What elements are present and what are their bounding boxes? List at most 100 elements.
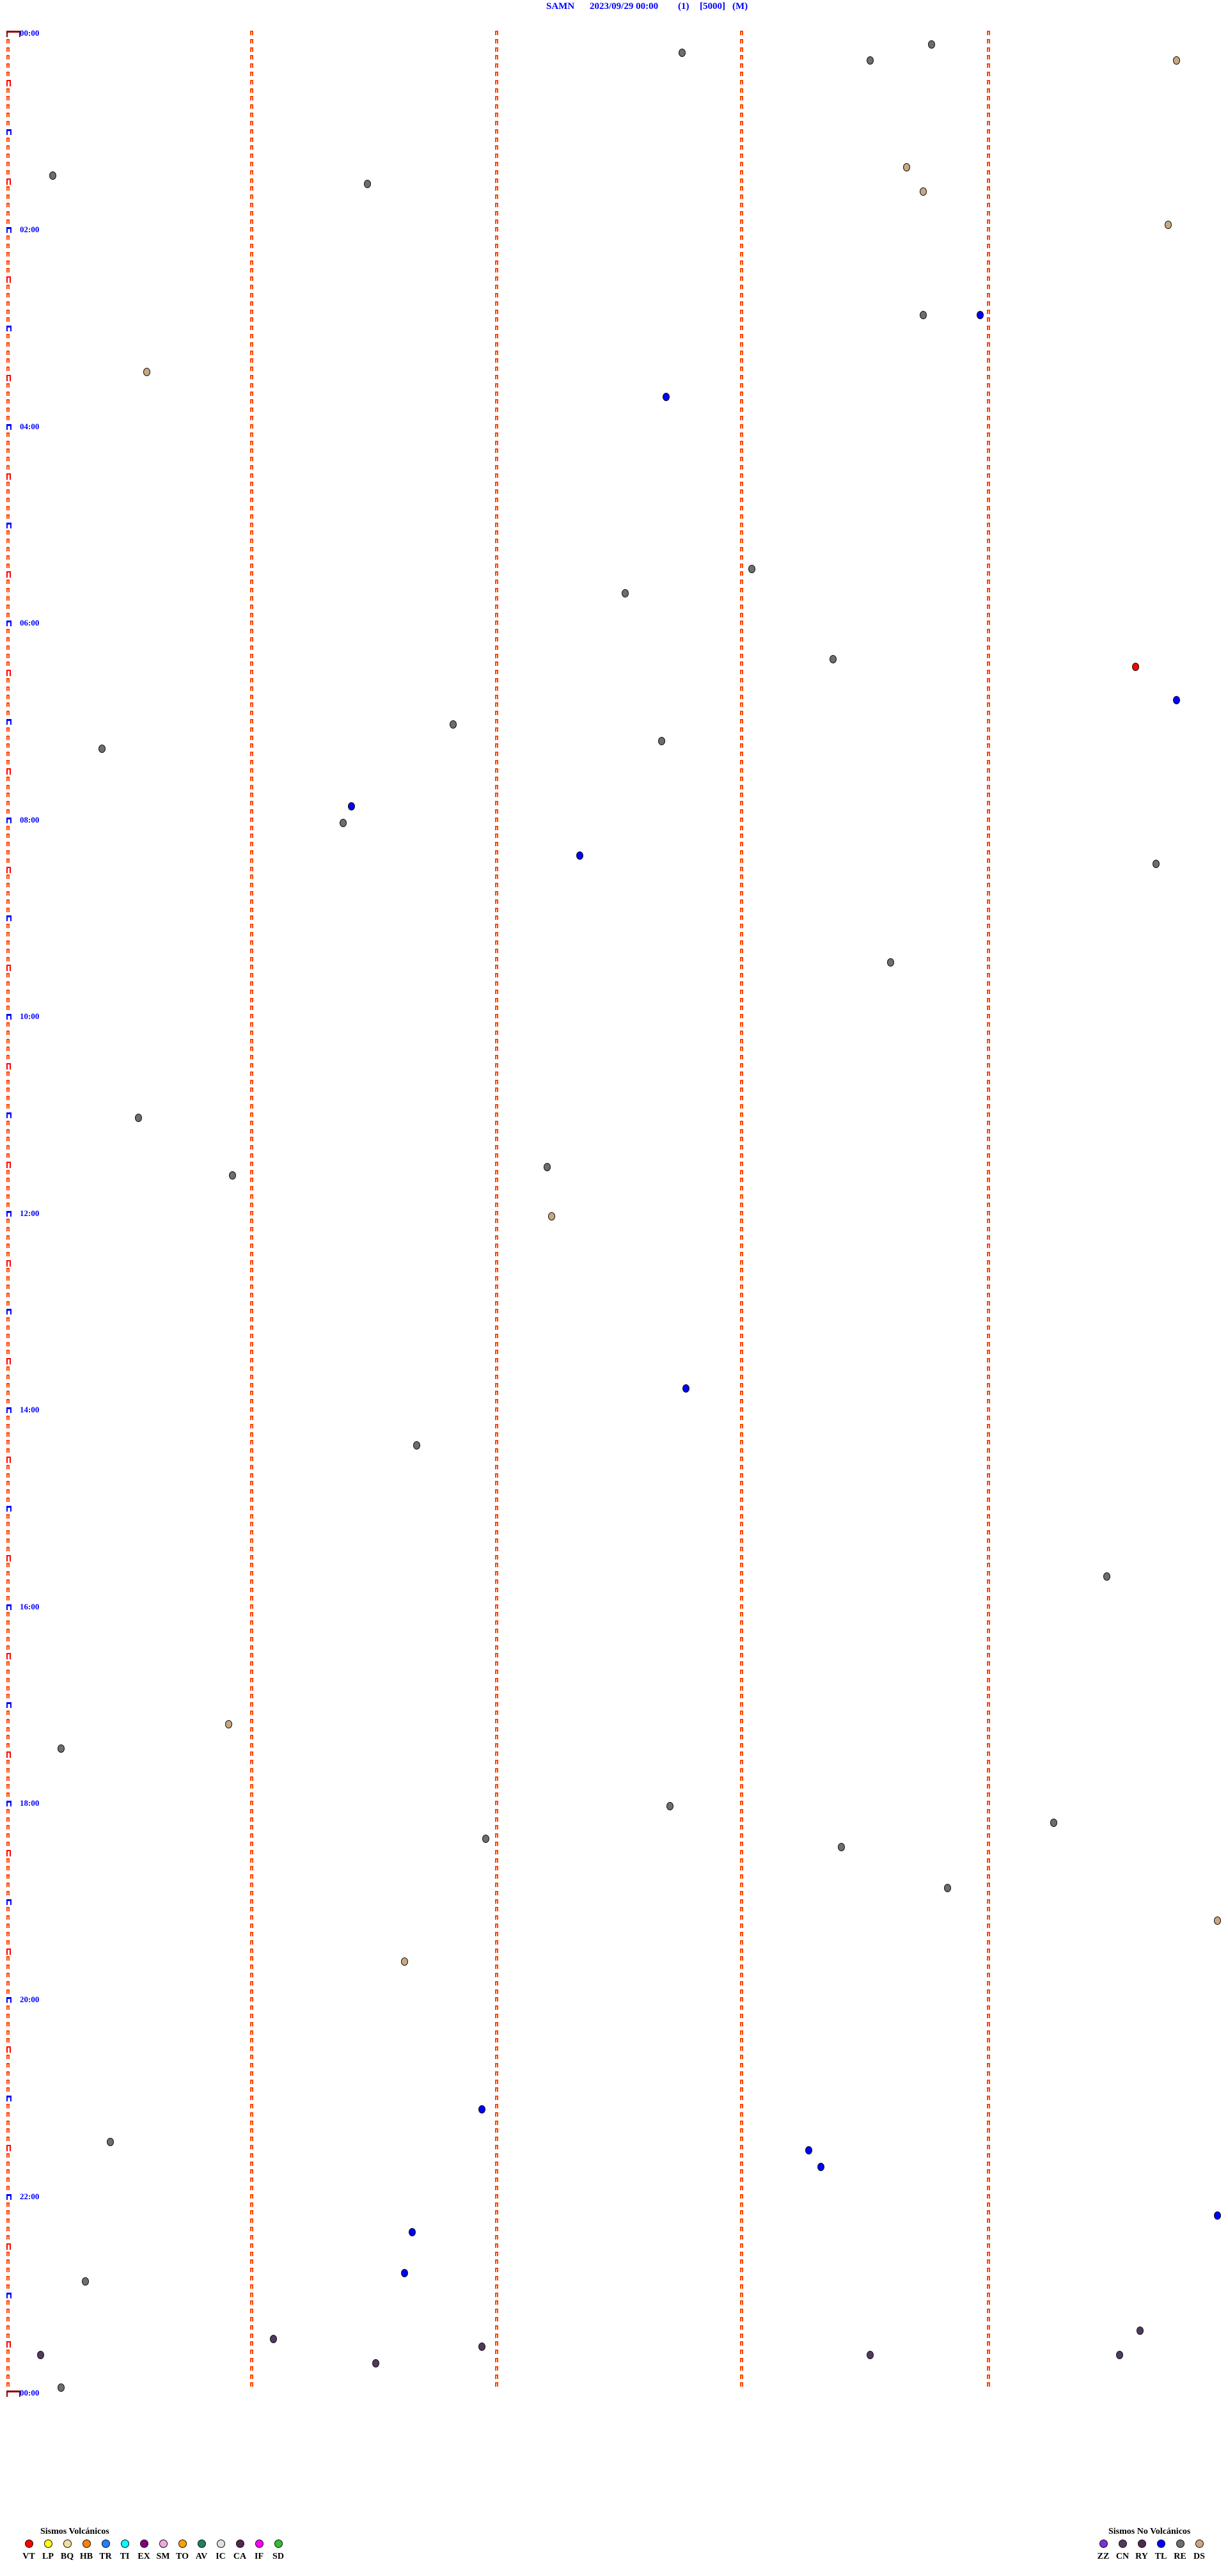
time-tick bbox=[6, 719, 12, 725]
time-tick bbox=[987, 1432, 990, 1437]
time-tick bbox=[987, 2087, 990, 2092]
time-tick bbox=[495, 1817, 498, 1822]
time-tick bbox=[250, 1317, 253, 1322]
time-tick bbox=[740, 137, 743, 142]
time-tick bbox=[987, 1563, 990, 1568]
time-tick bbox=[6, 1006, 10, 1011]
time-tick bbox=[495, 965, 498, 970]
time-tick bbox=[987, 809, 990, 814]
time-tick bbox=[740, 1489, 743, 1494]
time-tick bbox=[6, 1522, 10, 1527]
time-tick bbox=[740, 457, 743, 462]
time-tick bbox=[250, 612, 253, 617]
event-marker-cn bbox=[372, 2359, 379, 2368]
time-tick bbox=[250, 2112, 253, 2117]
time-tick bbox=[495, 1014, 498, 1019]
time-tick bbox=[250, 629, 253, 634]
time-tick bbox=[740, 1505, 743, 1510]
time-tick bbox=[250, 2062, 253, 2067]
time-tick bbox=[6, 1677, 10, 1682]
time-tick bbox=[740, 981, 743, 986]
time-tick bbox=[6, 2284, 10, 2289]
time-tick bbox=[495, 2316, 498, 2321]
time-tick bbox=[987, 776, 990, 781]
time-tick bbox=[250, 2300, 253, 2305]
time-tick bbox=[6, 407, 10, 413]
time-tick bbox=[6, 489, 10, 494]
time-tick bbox=[740, 219, 743, 224]
time-tick bbox=[250, 842, 253, 847]
time-tick bbox=[495, 2234, 498, 2240]
time-tick bbox=[987, 481, 990, 486]
time-tick bbox=[6, 1153, 10, 1158]
time-tick bbox=[987, 1940, 990, 1945]
time-tick bbox=[250, 367, 253, 372]
event-marker-re bbox=[135, 1113, 143, 1122]
time-tick bbox=[6, 1227, 10, 1232]
time-tick bbox=[740, 1055, 743, 1060]
time-tick bbox=[495, 326, 498, 331]
time-tick bbox=[740, 1530, 743, 1535]
time-tick bbox=[987, 2128, 990, 2133]
time-tick bbox=[740, 423, 743, 429]
time-tick bbox=[495, 1505, 498, 1510]
time-tick bbox=[250, 2316, 253, 2321]
time-tick bbox=[740, 2071, 743, 2076]
time-tick bbox=[250, 317, 253, 322]
time-tick bbox=[987, 1251, 990, 1256]
time-tick bbox=[987, 866, 990, 871]
time-tick bbox=[495, 793, 498, 798]
time-tick bbox=[987, 2251, 990, 2256]
time-tick bbox=[6, 612, 10, 617]
time-tick bbox=[740, 2218, 743, 2224]
time-tick bbox=[987, 2341, 990, 2346]
time-tick bbox=[987, 55, 990, 60]
time-tick bbox=[987, 2021, 990, 2027]
time-tick bbox=[740, 645, 743, 650]
time-tick bbox=[987, 1784, 990, 1789]
time-tick bbox=[250, 2120, 253, 2125]
time-tick bbox=[987, 309, 990, 314]
time-tick bbox=[987, 1169, 990, 1174]
time-tick bbox=[495, 1907, 498, 1912]
time-tick bbox=[740, 850, 743, 855]
time-tick bbox=[987, 989, 990, 994]
event-marker-re bbox=[364, 179, 372, 188]
time-tick bbox=[740, 2333, 743, 2338]
time-tick bbox=[6, 481, 10, 486]
time-tick bbox=[6, 571, 11, 578]
time-tick bbox=[740, 670, 743, 675]
time-tick bbox=[495, 973, 498, 978]
time-tick bbox=[740, 2210, 743, 2215]
time-tick bbox=[6, 1817, 10, 1822]
time-tick bbox=[495, 457, 498, 462]
time-tick bbox=[987, 1808, 990, 1813]
time-tick bbox=[987, 1366, 990, 1371]
time-tick bbox=[6, 47, 10, 52]
time-tick bbox=[495, 2350, 498, 2355]
time-tick bbox=[740, 1546, 743, 1551]
time-tick bbox=[6, 2218, 10, 2224]
time-tick bbox=[250, 227, 253, 232]
time-tick bbox=[250, 2325, 253, 2330]
time-tick bbox=[740, 1456, 743, 1461]
time-tick bbox=[250, 2046, 253, 2051]
time-tick bbox=[740, 448, 743, 454]
time-tick bbox=[740, 1948, 743, 1953]
time-tick bbox=[6, 1022, 10, 1027]
time-tick bbox=[987, 2218, 990, 2224]
time-tick bbox=[6, 1055, 10, 1060]
time-tick bbox=[987, 1907, 990, 1912]
time-tick bbox=[740, 1268, 743, 1273]
legend-swatch-ti bbox=[121, 2540, 129, 2548]
time-tick bbox=[740, 1251, 743, 1256]
time-tick bbox=[6, 268, 10, 273]
legend-swatch-sm bbox=[159, 2540, 168, 2548]
time-tick bbox=[6, 1292, 10, 1297]
time-tick bbox=[740, 1219, 743, 1224]
time-tick bbox=[740, 1325, 743, 1330]
time-tick bbox=[740, 1620, 743, 1625]
time-tick bbox=[6, 1915, 10, 1920]
time-tick bbox=[740, 1497, 743, 1502]
time-tick bbox=[495, 2120, 498, 2125]
